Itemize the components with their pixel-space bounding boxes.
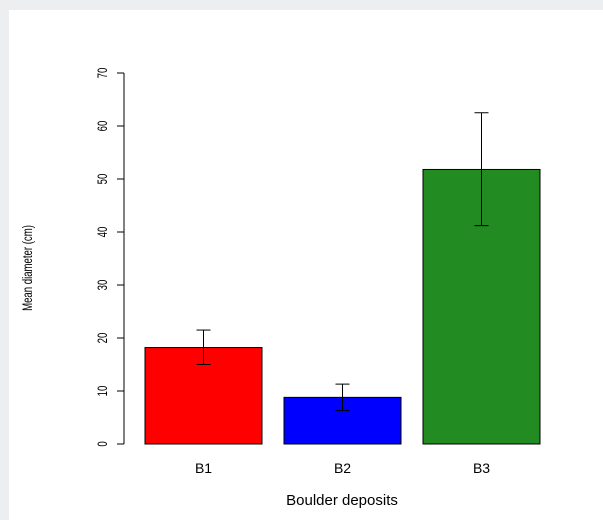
y-tick-label: 20	[94, 332, 110, 343]
y-axis: 0 10 20 30 40 50 60 70	[94, 67, 125, 447]
error-bar-b2	[335, 383, 350, 412]
error-bars-group	[196, 112, 489, 412]
error-bar-b3	[474, 112, 489, 227]
plot-panel: 0 10 20 30 40 50 60 70 B1 B2 B3 Boulder deposits …	[9, 10, 603, 520]
y-tick-label: 30	[94, 279, 110, 290]
y-tick-label: 10	[94, 385, 110, 396]
error-bar-b1	[196, 329, 211, 365]
y-tick-label: 60	[94, 120, 110, 131]
y-tick-label: 40	[94, 226, 110, 237]
y-tick-label: 0	[94, 441, 110, 447]
y-axis-label: Mean diameter (cm)	[19, 225, 35, 311]
y-tick-label: 70	[94, 67, 110, 78]
x-tick-label: B3	[473, 460, 490, 476]
x-axis-label: Boulder deposits	[286, 492, 398, 509]
x-tick-label: B1	[195, 460, 212, 476]
x-tick-label: B2	[334, 460, 351, 476]
x-tick-labels: B1 B2 B3	[195, 460, 490, 476]
y-tick-label: 50	[94, 173, 110, 184]
